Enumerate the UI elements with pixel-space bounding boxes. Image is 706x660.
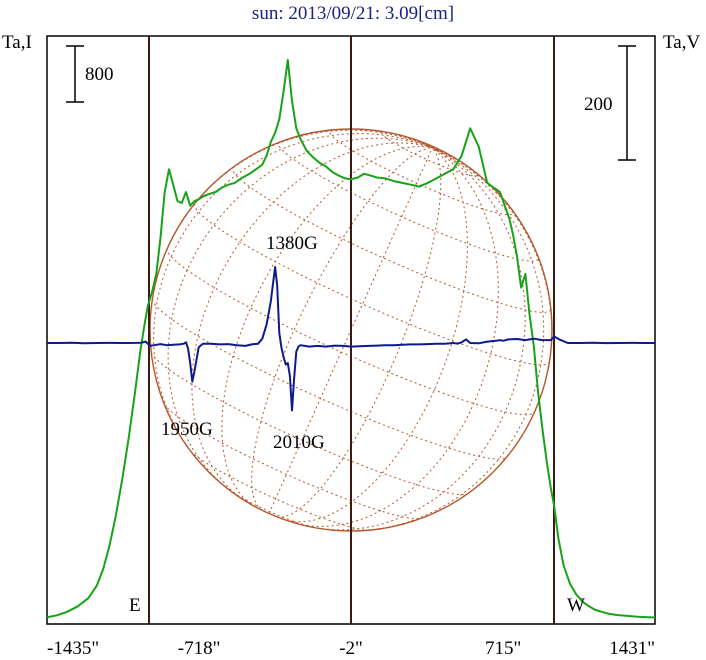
series-line-stokes-v [47, 266, 655, 412]
grid-line [167, 129, 433, 249]
grid-line [432, 147, 553, 413]
grid-line [432, 147, 499, 194]
x-tick-labels: -1435" -718" -2" 715" 1431" [47, 638, 655, 659]
grid-line [357, 147, 545, 532]
x-tick-label: 1431" [609, 638, 655, 659]
annotation-2010g: 2010G [273, 432, 325, 453]
heliographic-grid [150, 128, 553, 532]
annotation-1950g: 1950G [161, 419, 213, 440]
left-axis-label: Ta,I [2, 32, 32, 53]
right-axis-label: Ta,V [663, 32, 700, 53]
grid-line [276, 147, 442, 518]
x-tick-label: -718" [178, 638, 221, 659]
grid-line [191, 142, 433, 500]
x-tick-label: -2" [339, 638, 363, 659]
grid-line [283, 147, 468, 523]
x-tick-label: 715" [485, 638, 521, 659]
chart-title: sun: 2013/09/21: 3.09[cm] [252, 3, 454, 24]
limb-marker-west: W [567, 595, 585, 616]
annotation-1380g: 1380G [266, 233, 318, 254]
right-scale-bar [618, 45, 636, 161]
grid-line [151, 299, 507, 460]
grid-line [432, 147, 439, 150]
grid-line [221, 145, 433, 507]
grid-line [312, 147, 526, 531]
limb-marker-east: E [129, 595, 141, 616]
x-tick-label: -1435" [47, 638, 99, 659]
left-scale-bar-label: 800 [85, 64, 114, 85]
grid-line [296, 147, 499, 527]
grid-line [251, 147, 433, 511]
grid-line [432, 147, 454, 158]
grid-line [278, 141, 540, 262]
grid-line [354, 128, 433, 149]
grid-line [153, 133, 433, 460]
grid-line [167, 137, 433, 491]
right-scale-bar-label: 200 [584, 94, 613, 115]
grid-line [398, 134, 433, 149]
grid-line [190, 450, 368, 531]
grid-line [163, 403, 421, 520]
left-scale-bar [66, 45, 84, 103]
series-line-stokes-i [46, 59, 656, 619]
